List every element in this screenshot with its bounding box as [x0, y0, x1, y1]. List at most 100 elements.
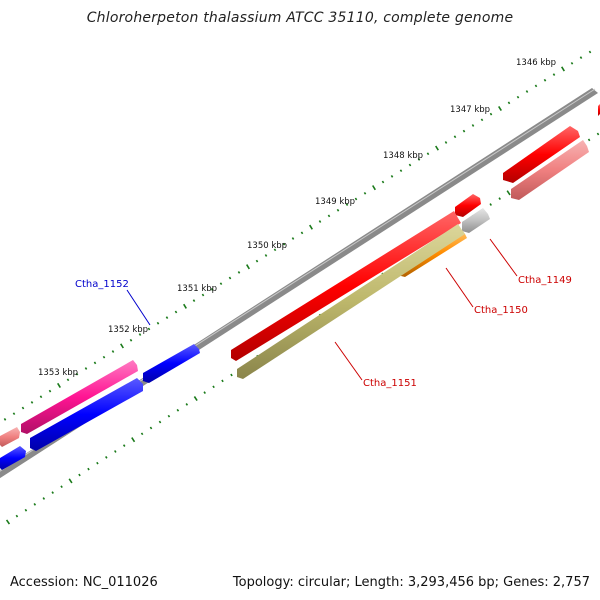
outer-scale-tick — [282, 242, 286, 246]
outer-scale-tick — [255, 259, 259, 263]
outer-scale-tick — [183, 303, 187, 309]
inner-scale-tick — [158, 420, 162, 424]
inner-scale-tick — [221, 379, 224, 383]
outer-scale-tick — [210, 287, 214, 291]
outer-scale-tick — [570, 61, 574, 65]
inner-scale-tick — [78, 473, 81, 477]
outer-scale-tick — [57, 382, 61, 389]
outer-scale-tick — [489, 112, 493, 116]
outer-scale-tick — [309, 224, 313, 230]
outer-scale-tick — [291, 237, 295, 240]
outer-scale-tick — [201, 293, 205, 297]
kbp-label-1352: 1352 kbp — [108, 325, 148, 335]
gene-red-upper[interactable] — [503, 126, 580, 183]
kbp-label-1348: 1348 kbp — [383, 151, 423, 161]
outer-scale-tick — [48, 389, 52, 393]
gene-olive-ctha-1151[interactable] — [237, 224, 465, 379]
gene-red-small[interactable] — [455, 194, 481, 217]
kbp-label-1349: 1349 kbp — [315, 197, 355, 207]
outer-scale-tick — [345, 203, 349, 206]
gene-magenta[interactable] — [21, 360, 138, 434]
inner-scale-tick — [498, 197, 501, 201]
outer-scale-tick — [129, 338, 133, 342]
outer-scale-tick — [462, 129, 466, 133]
label-ctha-1151: Ctha_1151 — [363, 378, 417, 389]
outer-scale-tick — [75, 372, 79, 376]
gene-red-long[interactable] — [231, 211, 461, 361]
outer-scale-tick — [498, 105, 502, 112]
outer-scale-tick — [579, 56, 583, 60]
genome-stats-text: Topology: circular; Length: 3,293,456 bp… — [232, 575, 590, 590]
outer-scale-tick — [12, 412, 16, 416]
outer-scale-tick — [300, 231, 304, 235]
outer-scale-ticks — [3, 50, 592, 421]
outer-scale-tick — [93, 361, 97, 365]
gene-pink-upper[interactable] — [511, 140, 589, 200]
outer-scale-tick — [327, 214, 331, 218]
outer-scale-tick — [552, 73, 556, 76]
outer-scale-tick — [3, 417, 7, 421]
gene-pink-edge[interactable] — [0, 427, 20, 447]
inner-scale-tick — [33, 502, 37, 506]
inner-strand-genes — [237, 140, 589, 379]
inner-scale-tick — [114, 450, 117, 453]
outer-scale-tick — [336, 208, 340, 212]
outer-scale-tick — [417, 157, 421, 161]
outer-scale-tick — [318, 220, 322, 223]
outer-strand-genes — [0, 104, 600, 470]
gene-grey-ctha-1149[interactable] — [462, 208, 490, 233]
inner-scale-tick — [87, 467, 90, 471]
outer-scale-tick — [471, 124, 475, 127]
inner-scale-tick — [140, 432, 144, 436]
outer-scale-tick — [354, 197, 358, 201]
inner-scale-tick — [131, 437, 136, 443]
outer-scale-tick — [192, 299, 196, 303]
outer-scale-tick — [381, 180, 385, 184]
outer-scale-tick — [516, 95, 520, 99]
outer-scale-tick — [138, 333, 142, 336]
outer-scale-tick — [120, 343, 124, 349]
outer-scale-tick — [453, 135, 457, 139]
gene-blue-edge[interactable] — [0, 446, 26, 470]
outer-scale-tick — [66, 378, 70, 382]
outer-scale-tick — [84, 367, 88, 370]
outer-scale-tick — [444, 141, 448, 144]
outer-scale-tick — [156, 321, 160, 325]
inner-scale-tick — [185, 403, 189, 406]
inner-scale-tick — [24, 508, 28, 512]
inner-scale-tick — [212, 385, 215, 389]
inner-scale-tick — [96, 461, 99, 465]
outer-scale-tick — [399, 169, 403, 173]
outer-scale-tick — [246, 264, 250, 270]
outer-scale-tick — [273, 248, 277, 252]
outer-scale-tick — [435, 145, 439, 151]
label-ctha-1149: Ctha_1149 — [518, 275, 572, 286]
outer-scale-tick — [588, 50, 592, 54]
inner-scale-tick — [105, 455, 108, 459]
outer-scale-tick — [480, 118, 484, 122]
inner-scale-tick — [122, 444, 126, 447]
outer-scale-tick — [165, 316, 169, 320]
inner-scale-tick — [489, 203, 492, 206]
outer-scale-tick — [147, 327, 151, 331]
label-ctha-1150: Ctha_1150 — [474, 305, 528, 316]
outer-scale-tick — [561, 66, 565, 72]
outer-scale-tick — [507, 101, 511, 105]
inner-scale-tick — [68, 478, 73, 484]
outer-scale-tick — [408, 163, 412, 167]
kbp-label-1347: 1347 kbp — [450, 105, 490, 115]
inner-scale-tick — [193, 396, 198, 402]
inner-scale-tick — [506, 190, 511, 196]
outer-scale-tick — [102, 355, 106, 359]
gene-blue-ctha-1152[interactable] — [143, 344, 200, 383]
gene-blue-long[interactable] — [30, 378, 143, 451]
inner-scale-tick — [5, 519, 11, 525]
inner-scale-tick — [60, 485, 63, 489]
outer-scale-tick — [228, 276, 232, 280]
kbp-label-1350: 1350 kbp — [247, 241, 287, 251]
inner-scale-tick — [203, 391, 206, 395]
accession-text: Accession: NC_011026 — [10, 575, 158, 590]
outer-scale-tick — [372, 185, 376, 191]
outer-scale-tick — [21, 406, 25, 410]
